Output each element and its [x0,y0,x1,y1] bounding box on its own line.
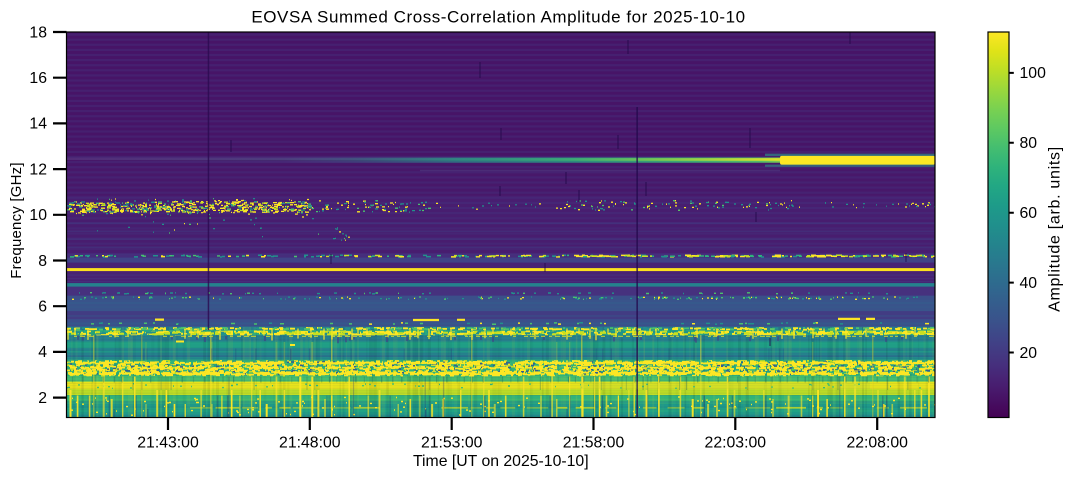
svg-text:4: 4 [38,344,47,361]
svg-text:20: 20 [1020,345,1038,362]
svg-text:21:48:00: 21:48:00 [279,434,341,451]
svg-text:80: 80 [1020,135,1038,152]
svg-text:6: 6 [38,299,47,316]
svg-text:21:58:00: 21:58:00 [563,434,625,451]
svg-text:16: 16 [29,70,47,87]
svg-text:Frequency [GHz]: Frequency [GHz] [8,162,25,278]
svg-text:22:03:00: 22:03:00 [705,434,767,451]
svg-text:EOVSA Summed Cross-Correlation: EOVSA Summed Cross-Correlation Amplitude… [251,7,745,26]
svg-text:Time [UT on 2025-10-10]: Time [UT on 2025-10-10] [413,453,589,470]
svg-text:21:53:00: 21:53:00 [421,434,483,451]
svg-text:10: 10 [29,207,47,224]
svg-text:21:43:00: 21:43:00 [137,434,199,451]
svg-text:14: 14 [29,116,47,133]
svg-text:Amplitude [arb. units]: Amplitude [arb. units] [1047,146,1064,312]
svg-text:60: 60 [1020,205,1038,222]
svg-text:100: 100 [1020,65,1047,82]
svg-text:18: 18 [29,24,47,41]
svg-text:12: 12 [29,161,47,178]
svg-text:22:08:00: 22:08:00 [846,434,908,451]
svg-text:8: 8 [38,253,47,270]
svg-text:40: 40 [1020,275,1038,292]
svg-text:2: 2 [38,390,47,407]
